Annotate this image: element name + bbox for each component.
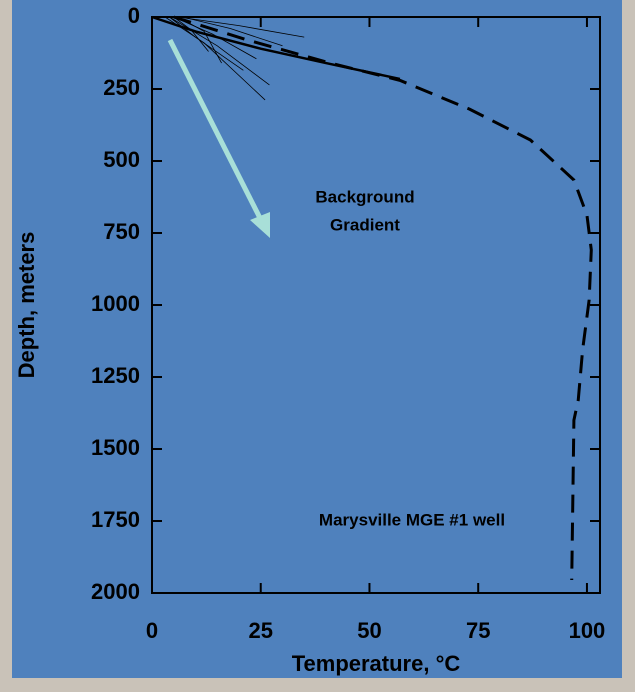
y-tick-label: 1500	[91, 435, 140, 460]
y-axis-label: Depth, meters	[14, 232, 39, 379]
map-strip-bottom	[0, 678, 635, 692]
annotation: Marysville MGE #1 well	[319, 510, 505, 529]
y-tick-label: 0	[128, 3, 140, 28]
annotation: Background	[315, 187, 414, 206]
x-tick-label: 75	[466, 618, 490, 643]
y-tick-label: 2000	[91, 579, 140, 604]
x-tick-label: 50	[357, 618, 381, 643]
y-tick-label: 1250	[91, 363, 140, 388]
y-tick-label: 1750	[91, 507, 140, 532]
x-tick-label: 0	[146, 618, 158, 643]
map-strip-right	[622, 0, 635, 692]
y-tick-label: 250	[103, 75, 140, 100]
x-tick-label: 25	[248, 618, 272, 643]
map-strip-left	[0, 0, 12, 692]
x-axis-label: Temperature, °C	[292, 651, 461, 676]
y-tick-label: 750	[103, 219, 140, 244]
y-tick-label: 500	[103, 147, 140, 172]
annotation: Gradient	[330, 215, 400, 234]
page: Background Gradient Marysville MGE #1 we…	[0, 0, 635, 697]
chart: Background Gradient Marysville MGE #1 we…	[0, 0, 635, 692]
y-tick-label: 1000	[91, 291, 140, 316]
x-tick-label: 100	[569, 618, 606, 643]
